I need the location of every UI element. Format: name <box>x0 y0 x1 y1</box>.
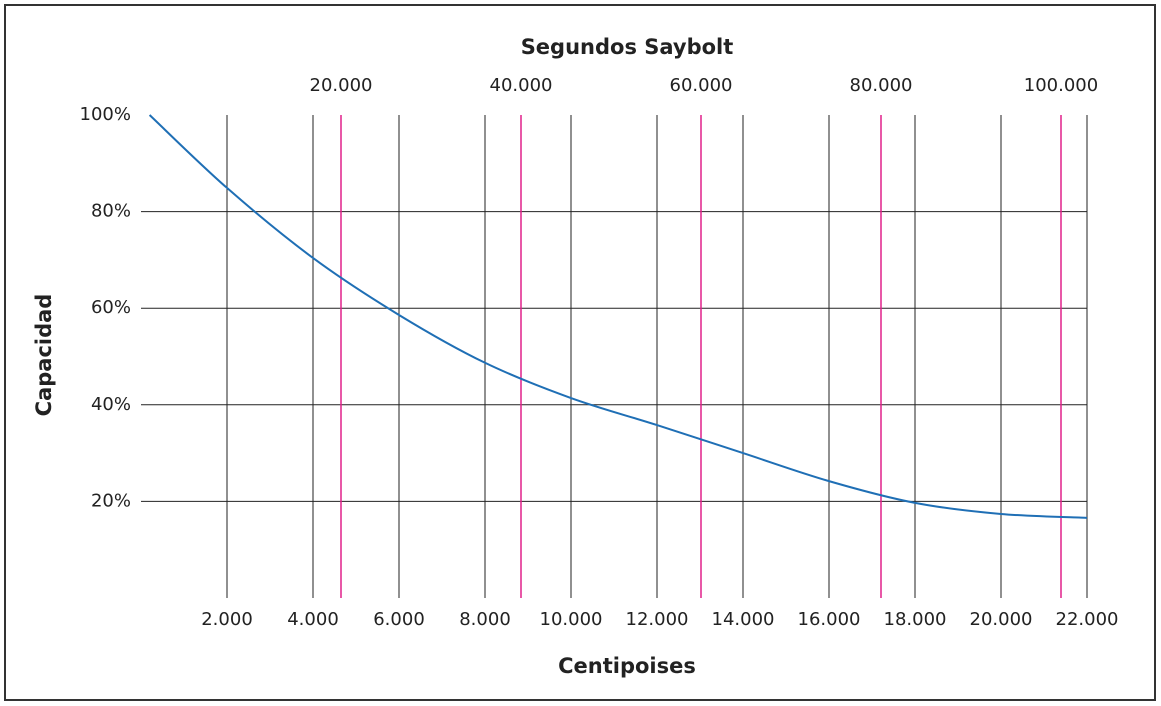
y-tick-label: 60% <box>91 297 131 318</box>
y-axis-title: Capacidad <box>32 294 56 417</box>
x-tick-label: 16.000 <box>798 609 861 630</box>
y-tick-label: 100% <box>80 104 131 125</box>
x-tick-label: 14.000 <box>712 609 775 630</box>
x2-tick-label: 40.000 <box>490 75 553 96</box>
frame <box>4 4 1156 701</box>
x-tick-label: 22.000 <box>1056 609 1119 630</box>
x-tick-label: 18.000 <box>884 609 947 630</box>
x2-tick-label: 80.000 <box>850 75 913 96</box>
data-line <box>148 114 1088 519</box>
x-tick-label: 8.000 <box>459 609 511 630</box>
y-tick-label: 20% <box>91 490 131 511</box>
x2-tick-label: 20.000 <box>310 75 373 96</box>
y-tick-label: 40% <box>91 394 131 415</box>
x-tick-label: 2.000 <box>201 609 253 630</box>
x-tick-label: 6.000 <box>373 609 425 630</box>
x-tick-label: 10.000 <box>540 609 603 630</box>
x-axis-title: Centipoises <box>558 654 696 678</box>
x-tick-label: 20.000 <box>970 609 1033 630</box>
y-tick-label: 80% <box>91 201 131 222</box>
x-tick-label: 12.000 <box>626 609 689 630</box>
x2-tick-label: 60.000 <box>670 75 733 96</box>
x-tick-label: 4.000 <box>287 609 339 630</box>
x2-tick-label: 100.000 <box>1024 75 1098 96</box>
x2-axis-title: Segundos Saybolt <box>521 35 734 59</box>
